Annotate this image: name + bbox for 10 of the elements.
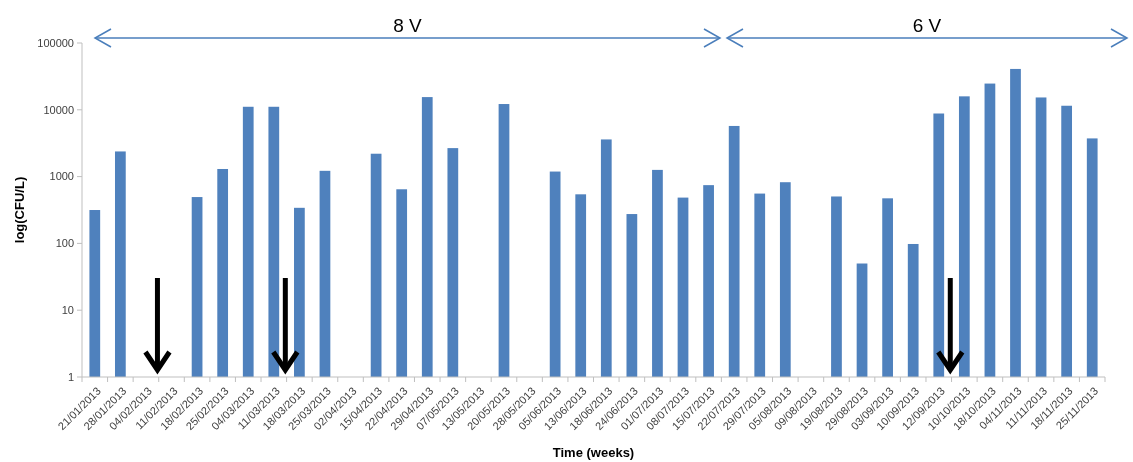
text: 8 V (393, 15, 423, 36)
y-tick-label: 10 (61, 304, 74, 317)
y-tick-label: 100 (55, 237, 74, 250)
y-tick-label: 10000 (43, 103, 74, 116)
y-axis-title: log(CFU/L) (12, 176, 27, 244)
y-tick-label: 1 (67, 370, 74, 383)
y-tick-label: 100000 (37, 36, 74, 49)
text: 6 V (912, 15, 942, 36)
x-axis-title: Time (weeks) (552, 445, 635, 460)
y-tick-label: 1000 (49, 170, 74, 183)
